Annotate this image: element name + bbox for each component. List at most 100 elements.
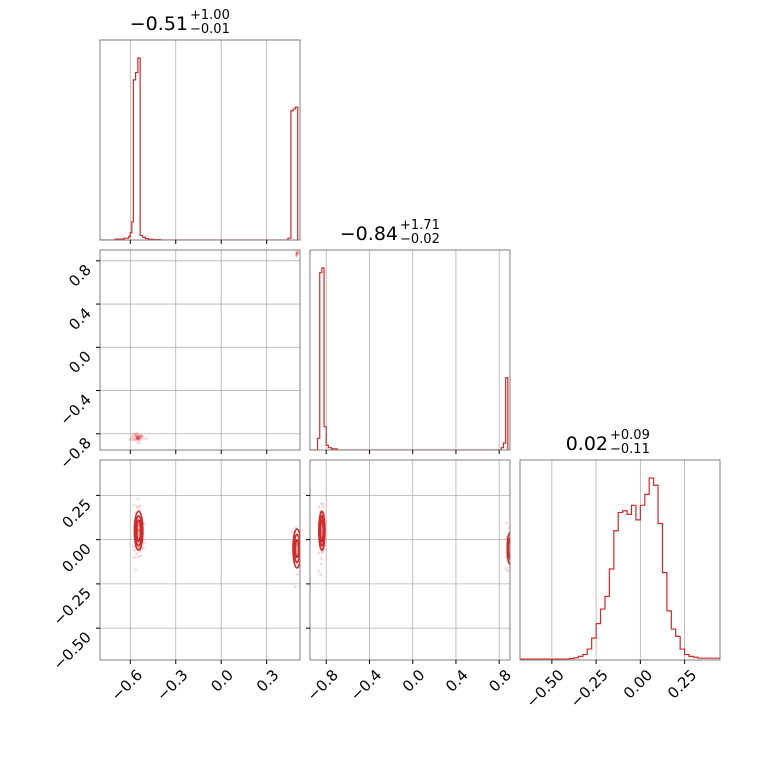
panel-1-0-point-34	[135, 437, 138, 440]
panel-1-0-point-33	[136, 437, 140, 441]
panel-2-2-frame	[519, 459, 721, 661]
panel-1-0-point-21	[135, 435, 139, 439]
panel-2-1-point-78	[507, 526, 510, 530]
panel-1-1-content	[310, 267, 510, 450]
panel-1-1-histogram	[310, 267, 510, 450]
panel-2-0-contour-5	[292, 528, 300, 569]
ytick-label-row1-3: 0.4	[65, 304, 95, 334]
frames-layer	[96, 39, 721, 664]
panel-1-0-point-14	[129, 438, 133, 441]
panel-2-2-content	[520, 477, 720, 660]
panel-1-0-point-17	[131, 435, 134, 439]
panel-1-0-point-23	[133, 438, 137, 442]
panel-2-0-point-57	[132, 556, 136, 559]
title-minus-1: −0.02	[400, 232, 440, 247]
panel-1-0-point-22	[132, 437, 136, 441]
xtick-label-col2-1: −0.25	[567, 666, 612, 711]
panel-1-0-point-15	[135, 438, 139, 442]
panel-1-0-point-46	[295, 252, 299, 256]
panel-2-1-point-42	[321, 550, 325, 554]
panel-1-0-point-4	[140, 434, 144, 438]
panel-1-0-point-39	[135, 431, 139, 435]
panel-2-1-contour-3	[507, 537, 510, 560]
panel-2-0-point-76	[295, 573, 299, 576]
panel-1-0-point-45	[295, 253, 298, 257]
ytick-label-row1-0: −0.8	[56, 434, 94, 472]
panel-1-0-point-19	[135, 435, 139, 439]
panel-2-0-point-56	[132, 545, 136, 549]
xtick-label-col0-2: 0.0	[207, 666, 237, 696]
panel-1-0-point-52	[295, 251, 299, 255]
xtick-label-col2-0: −0.50	[522, 666, 567, 711]
data-layer	[100, 57, 720, 660]
panel-2-0-point-16	[137, 531, 140, 535]
panel-2-0-contour-2	[133, 510, 144, 552]
panel-1-0-point-26	[138, 434, 142, 438]
panel-1-0-frame	[99, 249, 301, 451]
panel-1-0-point-44	[136, 435, 140, 439]
panel-1-0-point-53	[295, 254, 299, 258]
panel-1-0-point-28	[139, 434, 142, 438]
xtick-label-col1-4: 0.8	[485, 666, 515, 696]
panel-2-0-point-61	[132, 503, 136, 507]
panel-2-1-frame	[309, 459, 511, 661]
panel-2-1-point-23	[317, 569, 321, 573]
panel-2-1-point-46	[319, 573, 322, 576]
panel-2-1-point-48	[319, 562, 323, 566]
panel-2-0-point-59	[143, 541, 147, 545]
panel-2-1-point-54	[317, 505, 321, 509]
panel-2-1-point-61	[321, 502, 325, 506]
xtick-label-col0-1: −0.3	[153, 666, 191, 704]
panel-1-0-point-12	[133, 438, 137, 442]
panel-2-1-contour-0	[319, 519, 324, 543]
title-plus-1: +1.71	[400, 218, 440, 233]
panel-2-1-point-21	[322, 505, 325, 509]
panel-2-0-point-17	[135, 552, 139, 556]
panel-2-0-content	[132, 497, 300, 589]
panel-2-1-point-11	[317, 551, 321, 555]
panel-2-1-point-73	[504, 567, 508, 570]
xtick-label-col2-2: 0.00	[620, 666, 656, 702]
panel-1-0-point-16	[140, 434, 144, 438]
panel-1-0-point-0	[139, 435, 143, 439]
panel-1-0-point-8	[137, 435, 140, 439]
panel-2-0-point-68	[137, 505, 140, 509]
ytick-label-row2-3: 0.25	[58, 496, 94, 532]
panel-1-0-point-29	[132, 432, 136, 436]
panel-1-0-point-20	[133, 435, 137, 438]
title-minus-2: −0.11	[610, 442, 650, 457]
panel-1-0-point-18	[139, 437, 143, 441]
panel-2-0-contour-3	[294, 538, 300, 559]
panel-2-1-point-64	[320, 502, 323, 505]
panel-2-0-point-78	[290, 530, 294, 534]
panel-2-1-contour-1	[318, 514, 325, 547]
panel-2-1-contour-2	[318, 510, 326, 552]
panel-2-1-point-35	[320, 550, 324, 554]
panel-2-0-contour-1	[134, 514, 143, 547]
panel-1-0-point-38	[138, 438, 142, 441]
panel-1-0-point-25	[128, 438, 132, 441]
panel-1-0-point-31	[136, 437, 139, 440]
panel-1-0-point-1	[145, 437, 148, 441]
title-minus-0: −0.01	[190, 22, 230, 37]
panel-1-0-point-37	[135, 436, 139, 440]
title-median-1: −0.84	[340, 223, 398, 245]
panel-1-0-point-30	[137, 441, 141, 445]
xtick-label-col0-3: 0.3	[253, 666, 283, 696]
panel-2-0-frame	[99, 459, 301, 661]
panel-2-0-point-40	[137, 528, 140, 532]
title-median-0: −0.51	[130, 13, 188, 35]
panel-1-0-point-54	[295, 252, 299, 256]
xtick-label-col2-3: 0.25	[664, 666, 700, 702]
panel-2-0-point-30	[139, 554, 142, 558]
panel-1-0-point-51	[295, 252, 298, 256]
xtick-label-col1-1: −0.4	[347, 666, 385, 704]
ytick-label-row1-4: 0.8	[65, 261, 95, 291]
panel-2-0-point-60	[142, 546, 146, 550]
panel-1-0-point-49	[296, 250, 300, 254]
panel-1-0-point-24	[130, 434, 134, 438]
panel-1-0-point-41	[139, 436, 142, 439]
panel-2-0-point-100	[293, 585, 297, 589]
xtick-label-col0-0: −0.6	[108, 666, 146, 704]
